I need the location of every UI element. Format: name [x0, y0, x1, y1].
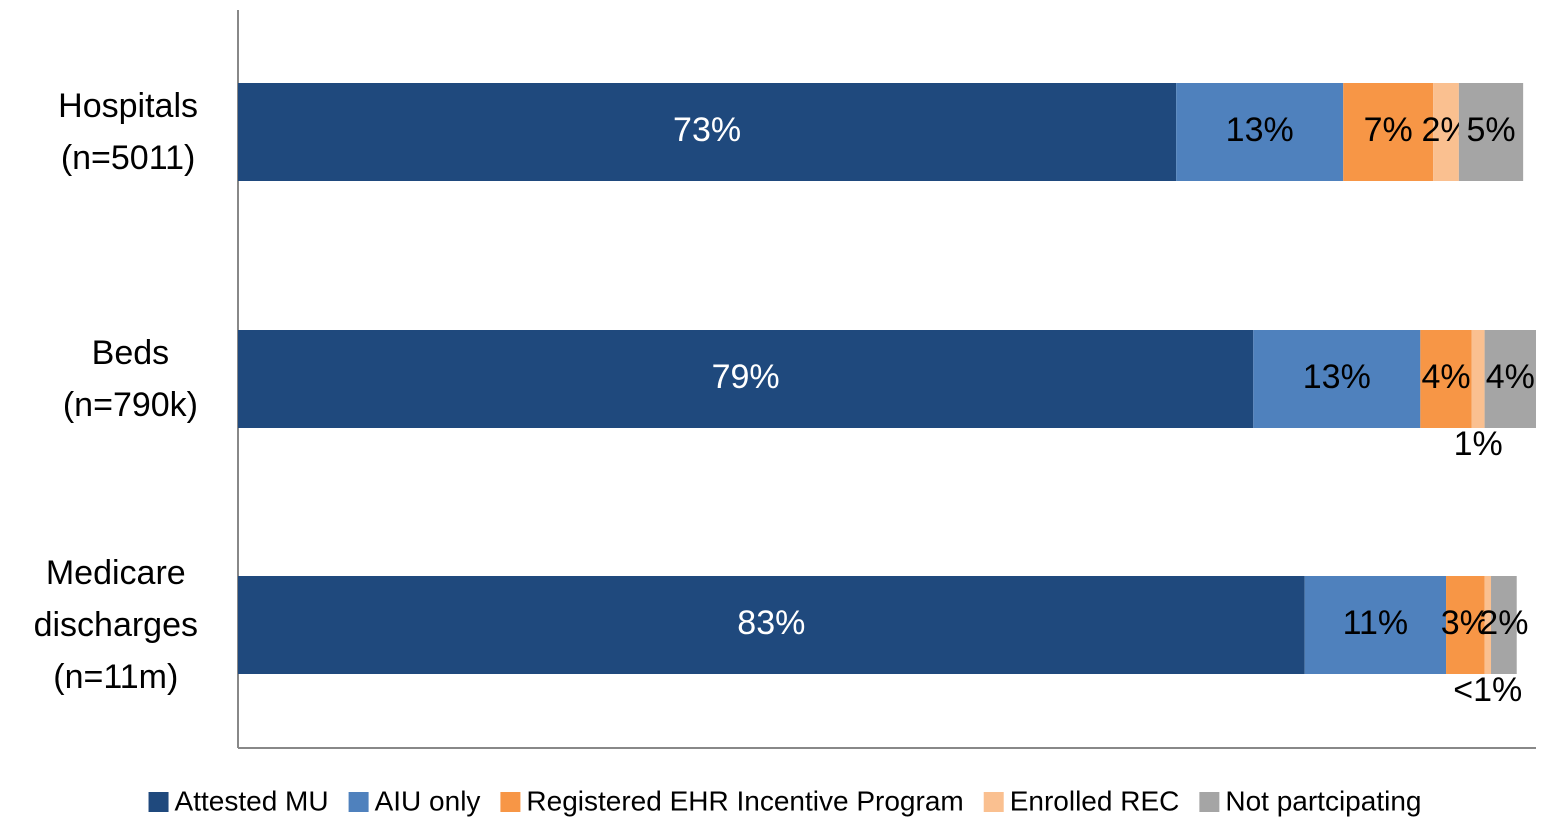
data-label: 13% — [1226, 111, 1294, 149]
bar-segment — [1484, 576, 1492, 674]
bar-segment — [1304, 576, 1447, 674]
legend-swatch — [500, 792, 521, 812]
data-label: 73% — [673, 111, 741, 149]
legend-label: Enrolled REC — [1010, 785, 1180, 816]
bar-segment — [1176, 83, 1344, 181]
legend-swatch — [1199, 792, 1220, 812]
bar-segment — [1420, 330, 1472, 428]
bar-segment — [1484, 330, 1536, 428]
data-label: 3% — [1441, 604, 1490, 642]
bar-segment — [1343, 83, 1434, 181]
legend-swatch — [983, 792, 1004, 812]
data-label: 83% — [737, 604, 805, 642]
data-label: 2% — [1479, 604, 1528, 642]
legend-swatch — [348, 792, 369, 812]
data-label: 5% — [1466, 111, 1515, 149]
legend-label: Attested MU — [175, 785, 329, 816]
category-label: Beds (n=790k) — [62, 334, 198, 424]
data-label: 11% — [1343, 604, 1409, 642]
data-label: 13% — [1303, 358, 1371, 396]
legend-label: Not partcipating — [1225, 785, 1421, 816]
legend-swatch — [148, 792, 169, 812]
legend-label: Registered EHR Incentive Program — [526, 785, 963, 816]
data-label: 1% — [1454, 425, 1503, 463]
bar-segment — [1433, 83, 1459, 181]
bar-segment — [238, 576, 1305, 674]
bar-segment — [1253, 330, 1421, 428]
category-label: Medicare discharges (n=11m) — [33, 554, 198, 696]
bar-segment — [1491, 576, 1517, 674]
data-label: 4% — [1486, 358, 1535, 396]
bar-segment — [1471, 330, 1485, 428]
data-label: 4% — [1421, 358, 1470, 396]
bar-segment — [1446, 576, 1485, 674]
data-label: <1% — [1453, 671, 1522, 709]
legend-label: AIU only — [375, 785, 481, 816]
data-label: 7% — [1364, 111, 1413, 149]
bar-segment — [238, 83, 1177, 181]
category-label: Hospitals (n=5011) — [58, 87, 198, 177]
bar-segment — [1458, 83, 1524, 181]
data-label: 79% — [712, 358, 780, 396]
bar-segment — [238, 330, 1254, 428]
